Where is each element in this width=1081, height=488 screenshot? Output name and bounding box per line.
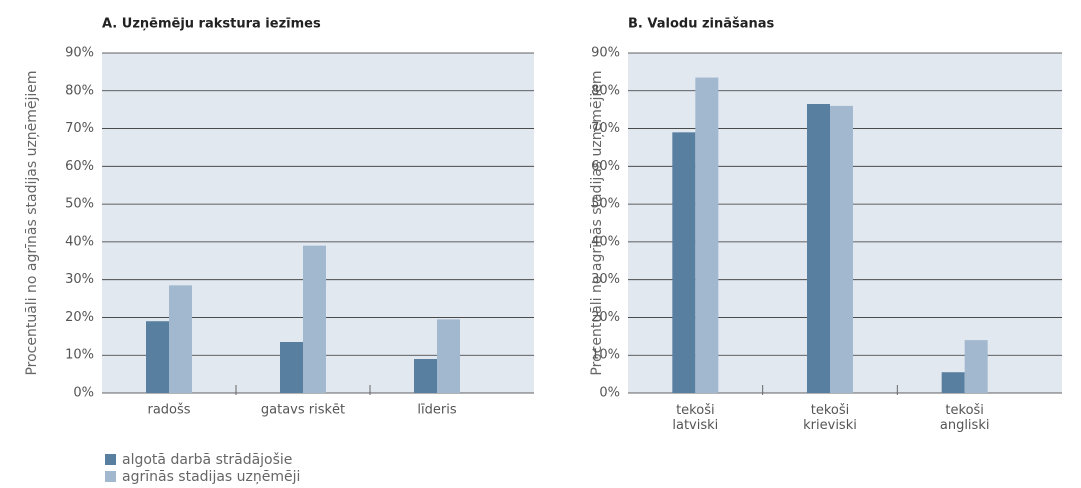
y-tick-label: 50% bbox=[591, 197, 620, 212]
y-tick-label: 10% bbox=[591, 348, 620, 363]
bar bbox=[964, 340, 988, 393]
y-axis-label: Procentuāli no agrīnās stadijas uzņēmēji… bbox=[589, 70, 605, 375]
x-tick-label: tekoši angliski bbox=[940, 403, 990, 433]
y-tick-label: 30% bbox=[65, 272, 94, 287]
y-tick-label: 80% bbox=[591, 83, 620, 98]
y-tick-label: 70% bbox=[65, 121, 94, 136]
y-tick-label: 40% bbox=[65, 234, 94, 249]
bar bbox=[146, 321, 169, 393]
bar bbox=[280, 342, 303, 393]
x-tick-label: gatavs riskēt bbox=[261, 403, 345, 418]
x-tick-label: radošs bbox=[147, 403, 190, 418]
bar bbox=[941, 372, 965, 393]
legend-swatch bbox=[105, 471, 116, 482]
bar bbox=[807, 104, 830, 393]
y-axis-label: Procentuāli no agrīnās stadijas uzņēmēji… bbox=[24, 70, 40, 375]
y-tick-label: 80% bbox=[65, 83, 94, 98]
y-tick-label: 60% bbox=[591, 159, 620, 174]
y-tick-label: 40% bbox=[591, 234, 620, 249]
y-tick-label: 0% bbox=[599, 386, 620, 401]
legend-label: algotā darbā strādājošie bbox=[122, 452, 292, 468]
y-tick-label: 70% bbox=[591, 121, 620, 136]
bar bbox=[414, 359, 437, 393]
legend-swatch bbox=[105, 454, 116, 465]
chart-title: B. Valodu zināšanas bbox=[628, 17, 775, 32]
bar bbox=[672, 132, 696, 394]
y-tick-label: 60% bbox=[65, 159, 94, 174]
y-tick-label: 10% bbox=[65, 348, 94, 363]
x-tick-label: tekoši krieviski bbox=[803, 403, 857, 433]
bar bbox=[169, 285, 192, 393]
y-tick-label: 20% bbox=[65, 310, 94, 325]
legend-label: agrīnās stadijas uzņēmēji bbox=[122, 469, 300, 485]
y-tick-label: 50% bbox=[65, 197, 94, 212]
y-tick-label: 20% bbox=[591, 310, 620, 325]
bar bbox=[695, 77, 719, 394]
bar bbox=[437, 319, 460, 393]
x-tick-label: tekoši latviski bbox=[672, 403, 718, 433]
y-tick-label: 90% bbox=[591, 46, 620, 61]
y-tick-label: 0% bbox=[73, 386, 94, 401]
y-tick-label: 30% bbox=[591, 272, 620, 287]
bar bbox=[830, 105, 853, 393]
chart-title: A. Uzņēmēju rakstura iezīmes bbox=[102, 17, 321, 32]
x-tick-label: līderis bbox=[417, 403, 456, 418]
bar bbox=[303, 245, 326, 393]
y-tick-label: 90% bbox=[65, 46, 94, 61]
